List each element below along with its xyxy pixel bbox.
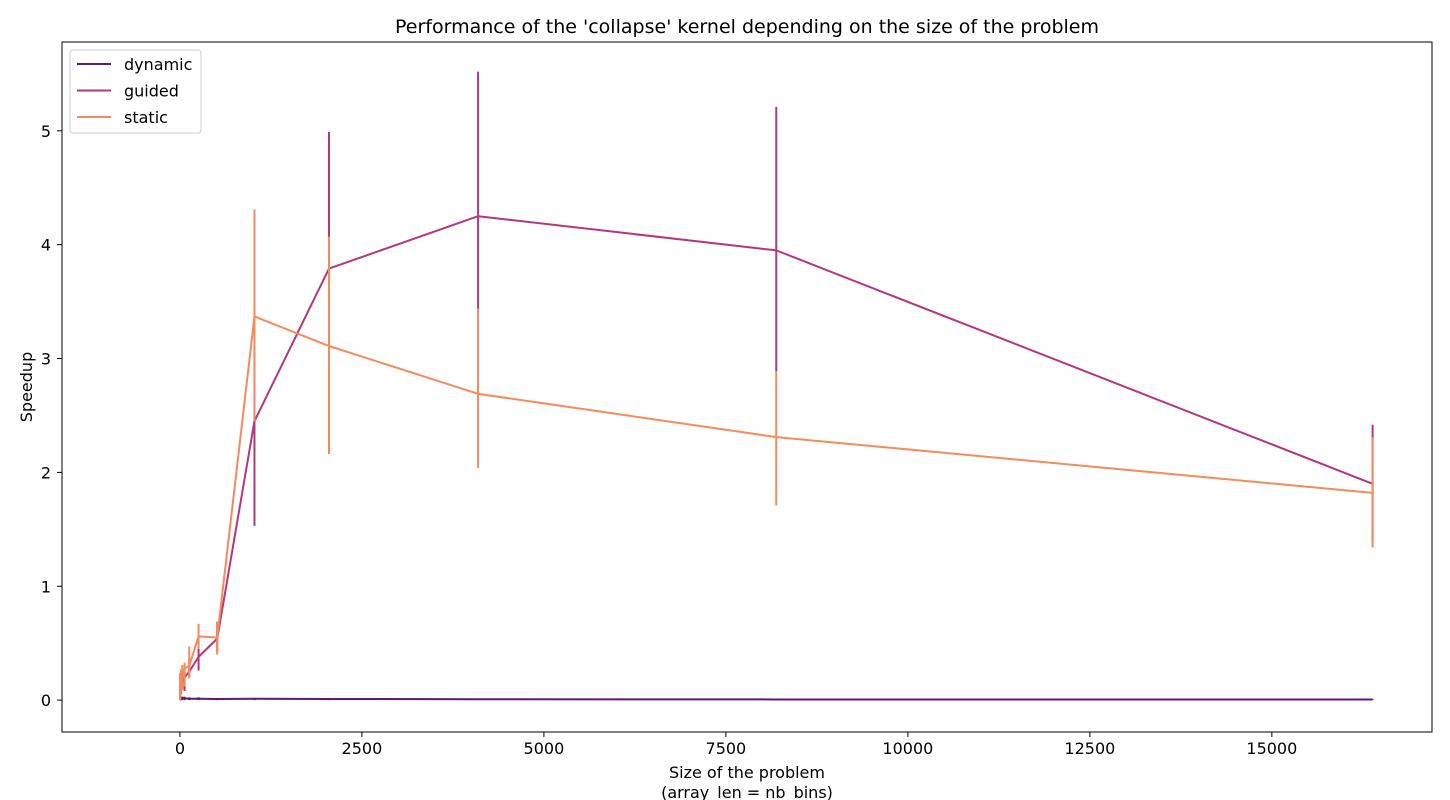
y-tick-label: 1 — [41, 577, 51, 596]
series-line-static — [179, 315, 1373, 695]
x-tick-label: 10000 — [882, 739, 933, 758]
x-axis-label: Size of the problem — [669, 763, 825, 782]
axes-frame — [61, 41, 1433, 733]
series-line-dynamic — [179, 696, 1373, 701]
legend-item-guided: guided — [77, 82, 179, 101]
x-tick-label: 15000 — [1246, 739, 1297, 758]
x-axis-label-secondary: (array_len = nb_bins) — [661, 783, 833, 800]
series-static — [179, 209, 1374, 701]
legend-item-dynamic: dynamic — [77, 55, 192, 74]
legend-label: guided — [124, 82, 179, 101]
y-tick-label: 2 — [41, 463, 51, 482]
series-dynamic — [179, 696, 1374, 701]
x-tick-label: 12500 — [1064, 739, 1115, 758]
y-tick-label: 4 — [41, 236, 51, 255]
legend-label: static — [124, 108, 168, 127]
y-tick-label: 3 — [41, 350, 51, 369]
y-axis: 0 1 2 3 4 5 — [41, 122, 62, 710]
y-axis-label: Speedup — [17, 352, 36, 422]
x-axis: 0 2500 5000 7500 10000 12500 15000 — [175, 732, 1297, 758]
y-tick-label: 5 — [41, 122, 51, 141]
x-tick-label: 7500 — [706, 739, 747, 758]
x-tick-label: 5000 — [524, 739, 565, 758]
chart-title: Performance of the 'collapse' kernel dep… — [395, 16, 1099, 38]
legend-box — [69, 49, 202, 134]
legend-label: dynamic — [124, 55, 192, 74]
x-tick-label: 0 — [175, 739, 185, 758]
legend-item-static: static — [77, 108, 168, 127]
legend: dynamic guided static — [69, 49, 202, 134]
y-tick-label: 0 — [41, 691, 51, 710]
x-tick-label: 2500 — [342, 739, 383, 758]
plot-area — [179, 71, 1374, 701]
